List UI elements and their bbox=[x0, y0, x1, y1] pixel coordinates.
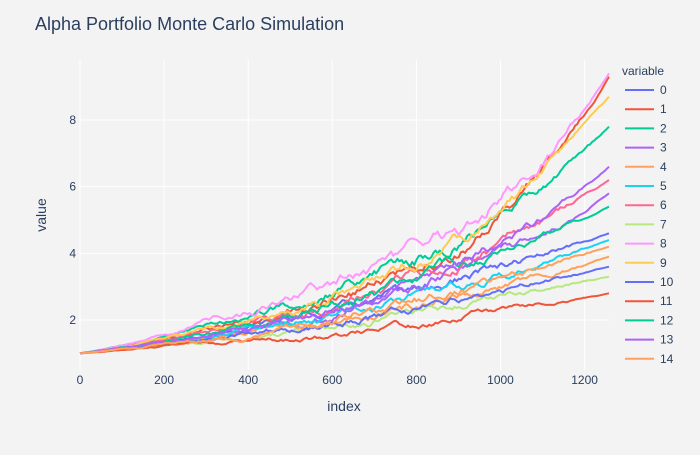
legend-label: 1 bbox=[660, 102, 667, 116]
legend-label: 8 bbox=[660, 237, 667, 251]
chart-title: Alpha Portfolio Monte Carlo Simulation bbox=[35, 14, 344, 34]
legend-label: 0 bbox=[660, 83, 667, 97]
series-line-12 bbox=[79, 205, 610, 355]
legend-label: 14 bbox=[660, 352, 674, 366]
legend-label: 13 bbox=[660, 333, 674, 347]
legend-title: variable bbox=[622, 64, 664, 78]
legend-item-1[interactable]: 1 bbox=[625, 102, 667, 116]
legend-item-12[interactable]: 12 bbox=[625, 313, 674, 327]
legend-item-10[interactable]: 10 bbox=[625, 275, 674, 289]
series-line-6 bbox=[79, 179, 610, 355]
grid-lines bbox=[79, 60, 609, 370]
legend-item-3[interactable]: 3 bbox=[625, 141, 667, 155]
legend-item-11[interactable]: 11 bbox=[625, 294, 673, 308]
legend-label: 9 bbox=[660, 256, 667, 270]
y-tick-label: 4 bbox=[69, 246, 76, 260]
legend-item-6[interactable]: 6 bbox=[625, 198, 667, 212]
series-line-8 bbox=[79, 72, 610, 355]
x-tick-label: 400 bbox=[238, 373, 258, 387]
y-axis-label: value bbox=[33, 198, 49, 232]
legend-item-4[interactable]: 4 bbox=[625, 160, 667, 174]
legend-item-14[interactable]: 14 bbox=[625, 352, 674, 366]
legend-label: 2 bbox=[660, 121, 667, 135]
legend-label: 7 bbox=[660, 217, 667, 231]
legend-label: 12 bbox=[660, 313, 674, 327]
series-line-3 bbox=[79, 192, 610, 355]
series-line-9 bbox=[79, 96, 610, 355]
legend-item-13[interactable]: 13 bbox=[625, 333, 674, 347]
x-tick-label: 1200 bbox=[571, 373, 598, 387]
legend-label: 11 bbox=[660, 294, 673, 308]
y-tick-label: 6 bbox=[69, 180, 76, 194]
series-line-11 bbox=[79, 292, 610, 355]
series-line-10 bbox=[79, 265, 610, 355]
legend-item-0[interactable]: 0 bbox=[625, 83, 667, 97]
x-tick-label: 800 bbox=[406, 373, 426, 387]
y-tick-label: 2 bbox=[69, 313, 76, 327]
x-tick-label: 1000 bbox=[487, 373, 514, 387]
legend-label: 4 bbox=[660, 160, 667, 174]
legend-item-9[interactable]: 9 bbox=[625, 256, 667, 270]
series-line-14 bbox=[79, 245, 610, 355]
y-tick-label: 8 bbox=[69, 113, 76, 127]
legend-item-5[interactable]: 5 bbox=[625, 179, 667, 193]
legend-item-2[interactable]: 2 bbox=[625, 121, 667, 135]
legend-label: 5 bbox=[660, 179, 667, 193]
legend-item-7[interactable]: 7 bbox=[625, 217, 667, 231]
legend-label: 3 bbox=[660, 141, 667, 155]
x-tick-label: 200 bbox=[154, 373, 174, 387]
x-tick-label: 600 bbox=[322, 373, 342, 387]
x-tick-label: 0 bbox=[77, 373, 84, 387]
legend-label: 6 bbox=[660, 198, 667, 212]
legend-item-8[interactable]: 8 bbox=[625, 237, 667, 251]
axes: 2 4 6 8 0 200 400 600 800 1000 1200 bbox=[69, 113, 598, 387]
series-lines bbox=[79, 72, 610, 355]
legend-label: 10 bbox=[660, 275, 674, 289]
x-axis-label: index bbox=[327, 398, 360, 414]
